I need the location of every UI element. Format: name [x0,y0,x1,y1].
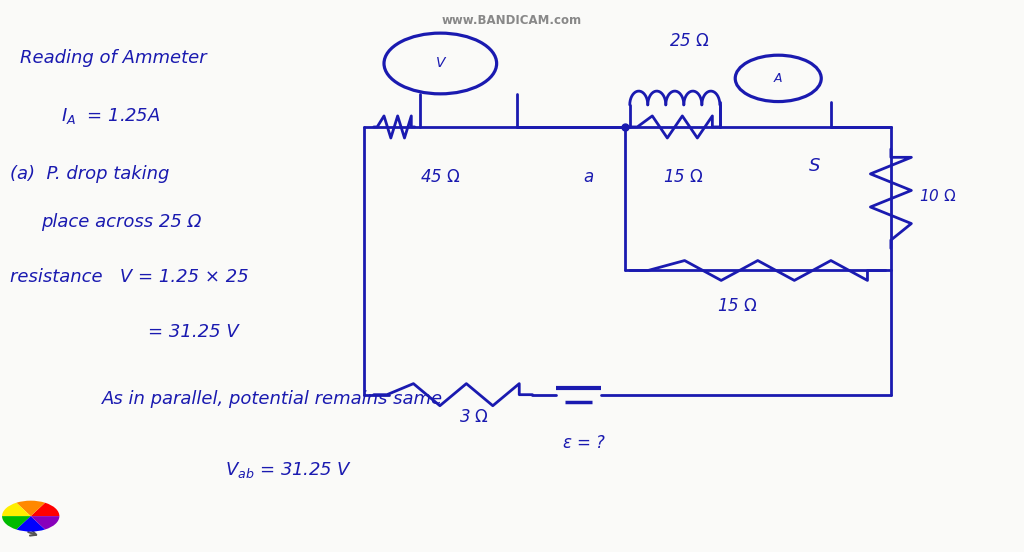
Text: $\varepsilon$ = ?: $\varepsilon$ = ? [562,434,605,452]
Wedge shape [31,516,59,529]
Text: 3 $\Omega$: 3 $\Omega$ [459,408,489,426]
Text: A: A [774,72,782,85]
Text: 15 $\Omega$: 15 $\Omega$ [717,298,758,315]
Text: a: a [584,168,594,185]
Text: $V_{ab}$ = 31.25 V: $V_{ab}$ = 31.25 V [225,460,352,480]
Text: Reading of Ammeter: Reading of Ammeter [20,49,207,67]
Wedge shape [16,501,45,516]
Text: resistance   V = 1.25 × 25: resistance V = 1.25 × 25 [10,268,249,286]
Text: www.BANDICAM.com: www.BANDICAM.com [442,14,582,27]
Text: As in parallel, potential remains same: As in parallel, potential remains same [102,390,443,407]
Text: = 31.25 V: = 31.25 V [148,323,240,341]
Wedge shape [2,503,31,516]
Text: $I_A$  = 1.25A: $I_A$ = 1.25A [61,106,161,126]
Text: place across 25 Ω: place across 25 Ω [41,213,202,231]
Text: 25 $\Omega$: 25 $\Omega$ [669,33,710,50]
Text: 15 $\Omega$: 15 $\Omega$ [663,168,703,185]
Wedge shape [2,516,31,529]
Text: 10 $\Omega$: 10 $\Omega$ [919,188,956,204]
Text: 45 $\Omega$: 45 $\Omega$ [420,168,461,185]
Text: (a)  P. drop taking: (a) P. drop taking [10,165,170,183]
Text: V: V [435,56,445,71]
Wedge shape [31,503,59,516]
Text: S: S [808,157,820,174]
Wedge shape [16,516,45,532]
